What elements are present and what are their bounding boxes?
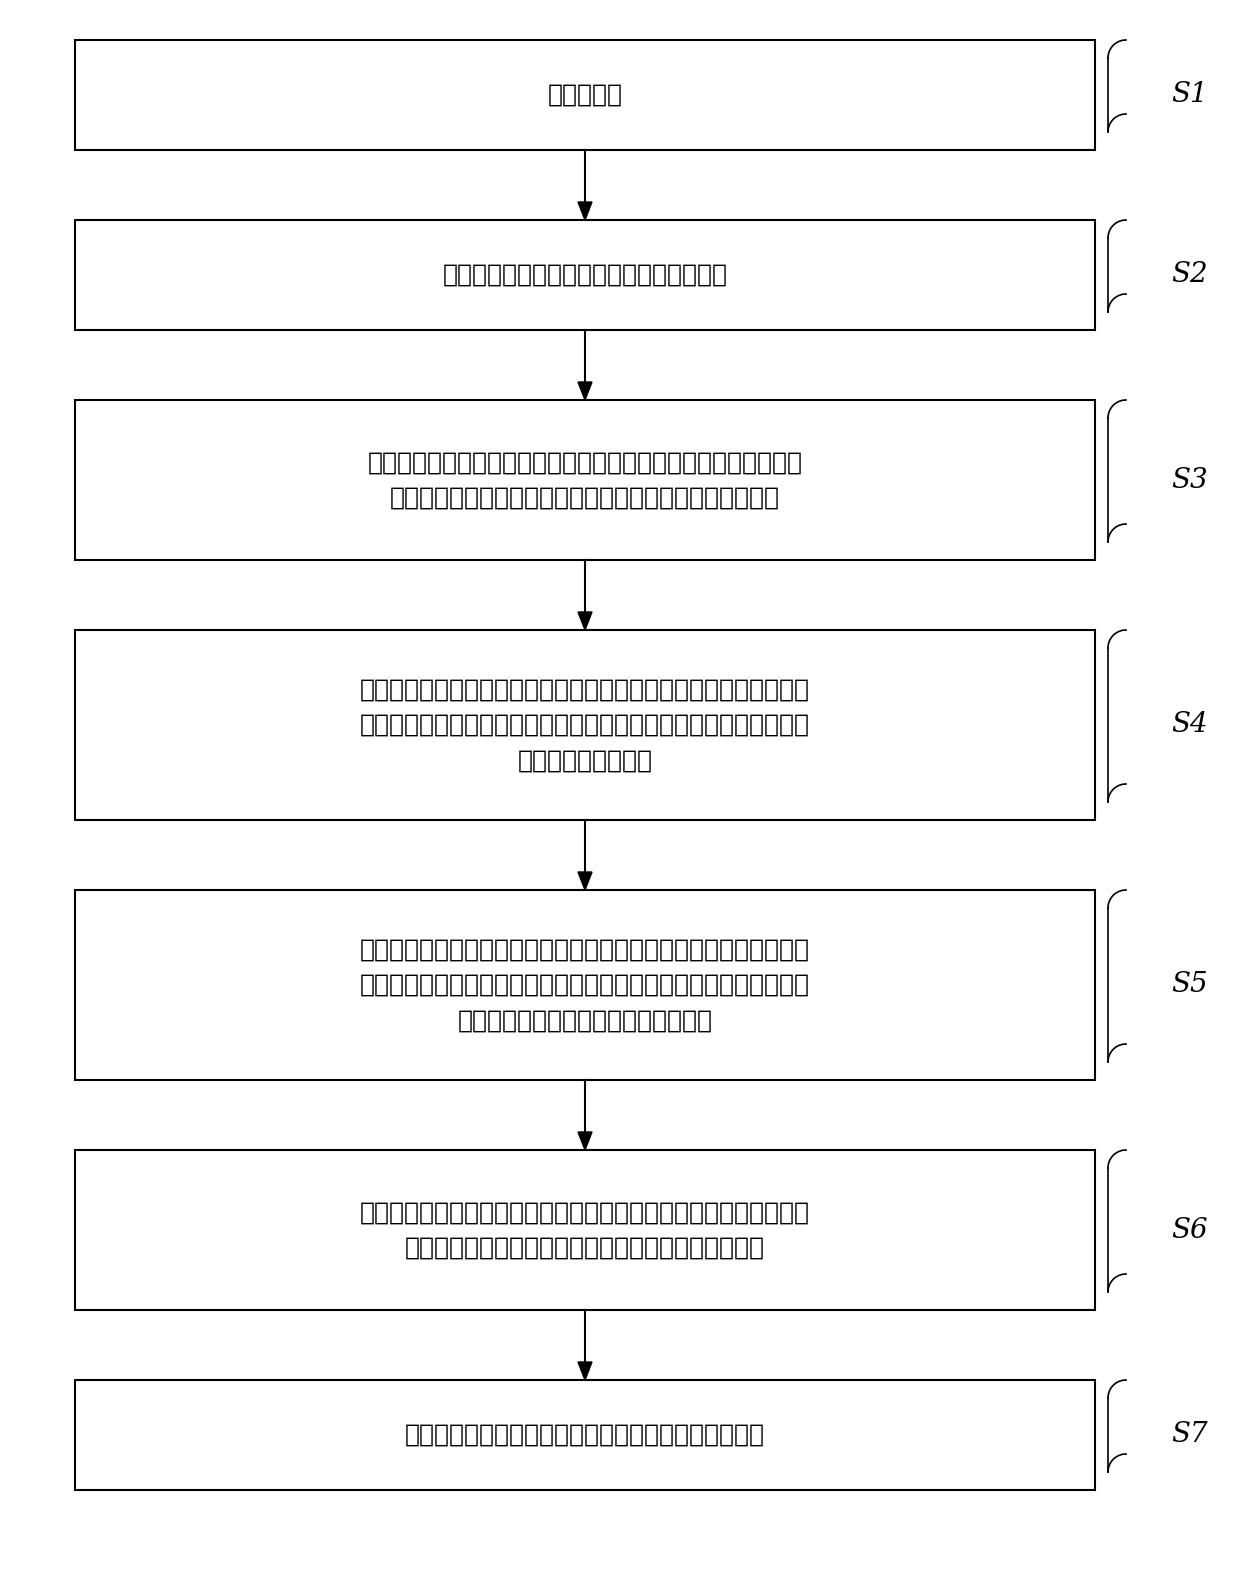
- Text: S7: S7: [1172, 1421, 1208, 1448]
- Text: 使用塑封材料将所述金属引线、所述有源模块、所述无源模块及所述
金属连接柱塑封成型，并去除部分所述塑封材料以裸露出所述金属引
线及所述金属连接柱: 使用塑封材料将所述金属引线、所述有源模块、所述无源模块及所述 金属连接柱塑封成型…: [360, 677, 810, 772]
- Text: S5: S5: [1172, 971, 1208, 998]
- Text: 将有源模块及无源模块设置于所述载体形成有所述金属引线的表面
上，并在所述有源模块及所述无源模块表面形成金属连接柱: 将有源模块及无源模块设置于所述载体形成有所述金属引线的表面 上，并在所述有源模块…: [367, 450, 802, 510]
- Text: 采用引线键合工艺在所述载体表面金属引线: 采用引线键合工艺在所述载体表面金属引线: [443, 264, 728, 287]
- Text: 在所述封装材料表面形成再布线层，所述再布线层将所述金属引线、
所述有源模块及所述无源模块电连接；所述有源模块、所述无源模块
及所述再布线层共同构成供电传输系统: 在所述封装材料表面形成再布线层，所述再布线层将所述金属引线、 所述有源模块及所述…: [360, 938, 810, 1033]
- Text: S3: S3: [1172, 466, 1208, 494]
- Polygon shape: [578, 1132, 591, 1150]
- Text: S1: S1: [1172, 82, 1208, 109]
- Bar: [74, 399, 1095, 561]
- Polygon shape: [578, 872, 591, 891]
- Bar: [74, 39, 1095, 150]
- Bar: [74, 630, 1095, 820]
- Bar: [74, 891, 1095, 1080]
- Polygon shape: [578, 613, 591, 630]
- Bar: [74, 219, 1095, 330]
- Bar: [74, 1380, 1095, 1491]
- Text: S2: S2: [1172, 262, 1208, 289]
- Polygon shape: [578, 382, 591, 399]
- Text: S4: S4: [1172, 712, 1208, 739]
- Polygon shape: [578, 1363, 591, 1380]
- Bar: [74, 1150, 1095, 1311]
- Polygon shape: [578, 202, 591, 219]
- Text: 提供一载体: 提供一载体: [548, 84, 622, 107]
- Text: 剥离所述载体，形成与所述金属引线相连接的焊料凸块: 剥离所述载体，形成与所述金属引线相连接的焊料凸块: [405, 1423, 765, 1446]
- Text: S6: S6: [1172, 1216, 1208, 1244]
- Text: 提供用电芯片，将所述用电芯片设置于所述再布线层表面，所述用电
芯片经由多个微凸块实现与所述低电压供电轨道的对接: 提供用电芯片，将所述用电芯片设置于所述再布线层表面，所述用电 芯片经由多个微凸块…: [360, 1200, 810, 1260]
